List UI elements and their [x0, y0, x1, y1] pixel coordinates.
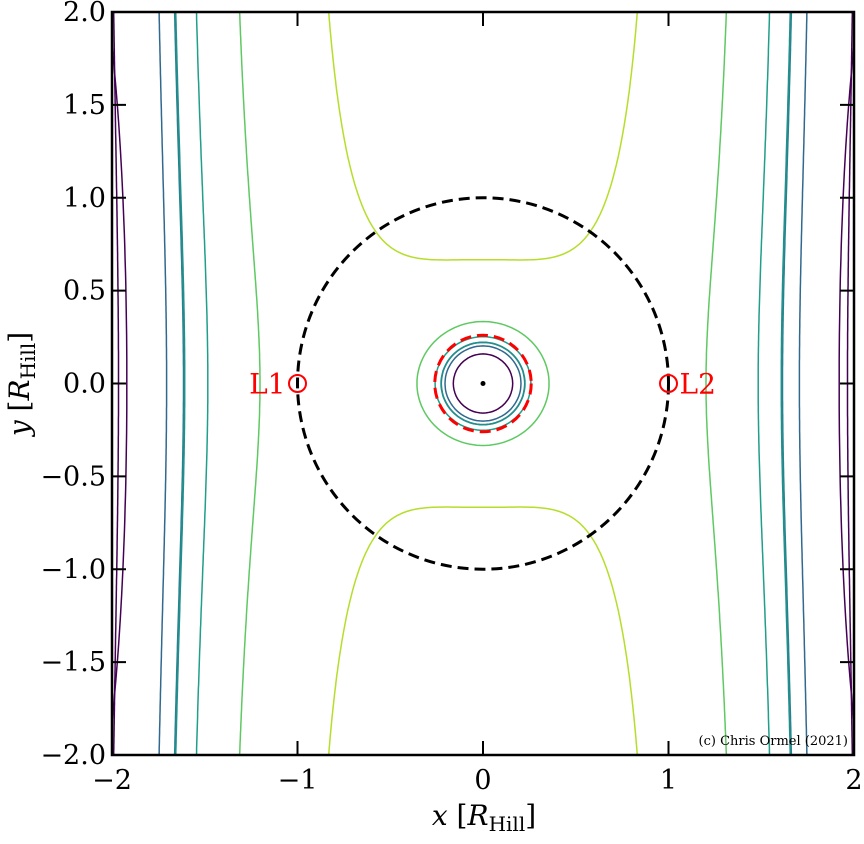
- outer-contour-left: [112, 38, 128, 729]
- lagrange-label-l2: L2: [680, 368, 716, 401]
- y-tick-label: −2.0: [40, 740, 106, 771]
- x-tick-label: 2: [845, 765, 862, 796]
- x-axis-label: x [RHill]: [432, 799, 536, 836]
- y-tick-label: −1.5: [40, 647, 106, 678]
- credit-text: (c) Chris Ormel (2021): [699, 734, 848, 749]
- y-tick-label: −0.5: [40, 461, 106, 492]
- lagrange-label-l1: L1: [249, 368, 285, 401]
- contour-level-3: [175, 12, 791, 755]
- axis-tick-labels: −2 −1 0 1 2 −2.0 −1.5 −1.0 −0.5 0.0 0.5 1.0 1.5 2.0: [40, 0, 862, 796]
- lagrange-labels: L1 L2: [249, 368, 716, 401]
- lagrange-marker-l1: [288, 374, 307, 393]
- y-tick-label: 2.0: [63, 0, 106, 28]
- contour-level-1: [158, 12, 808, 755]
- y-axis-label: y [RHill]: [3, 332, 40, 438]
- x-tick-label: 0: [474, 765, 491, 796]
- y-tick-label: 1.0: [63, 183, 106, 214]
- overlays: [296, 196, 670, 571]
- outer-contour-right: [838, 38, 854, 729]
- lagrange-marker-l2: [659, 374, 678, 393]
- x-tick-label: 1: [660, 765, 677, 796]
- axis-ticks: [111, 11, 855, 756]
- inner-red-circle: [433, 333, 533, 434]
- y-tick-label: 0.5: [63, 276, 106, 307]
- contour-lines: [112, 12, 854, 755]
- contour-level-5: [238, 12, 728, 755]
- y-tick-label: 0.0: [63, 369, 106, 400]
- y-tick-label: −1.0: [40, 554, 106, 585]
- hill-sphere-circle: [296, 196, 670, 571]
- x-tick-label: −1: [278, 765, 318, 796]
- y-tick-label: 1.5: [63, 90, 106, 121]
- planet-dot: [480, 381, 486, 386]
- x-tick-label: −2: [92, 765, 132, 796]
